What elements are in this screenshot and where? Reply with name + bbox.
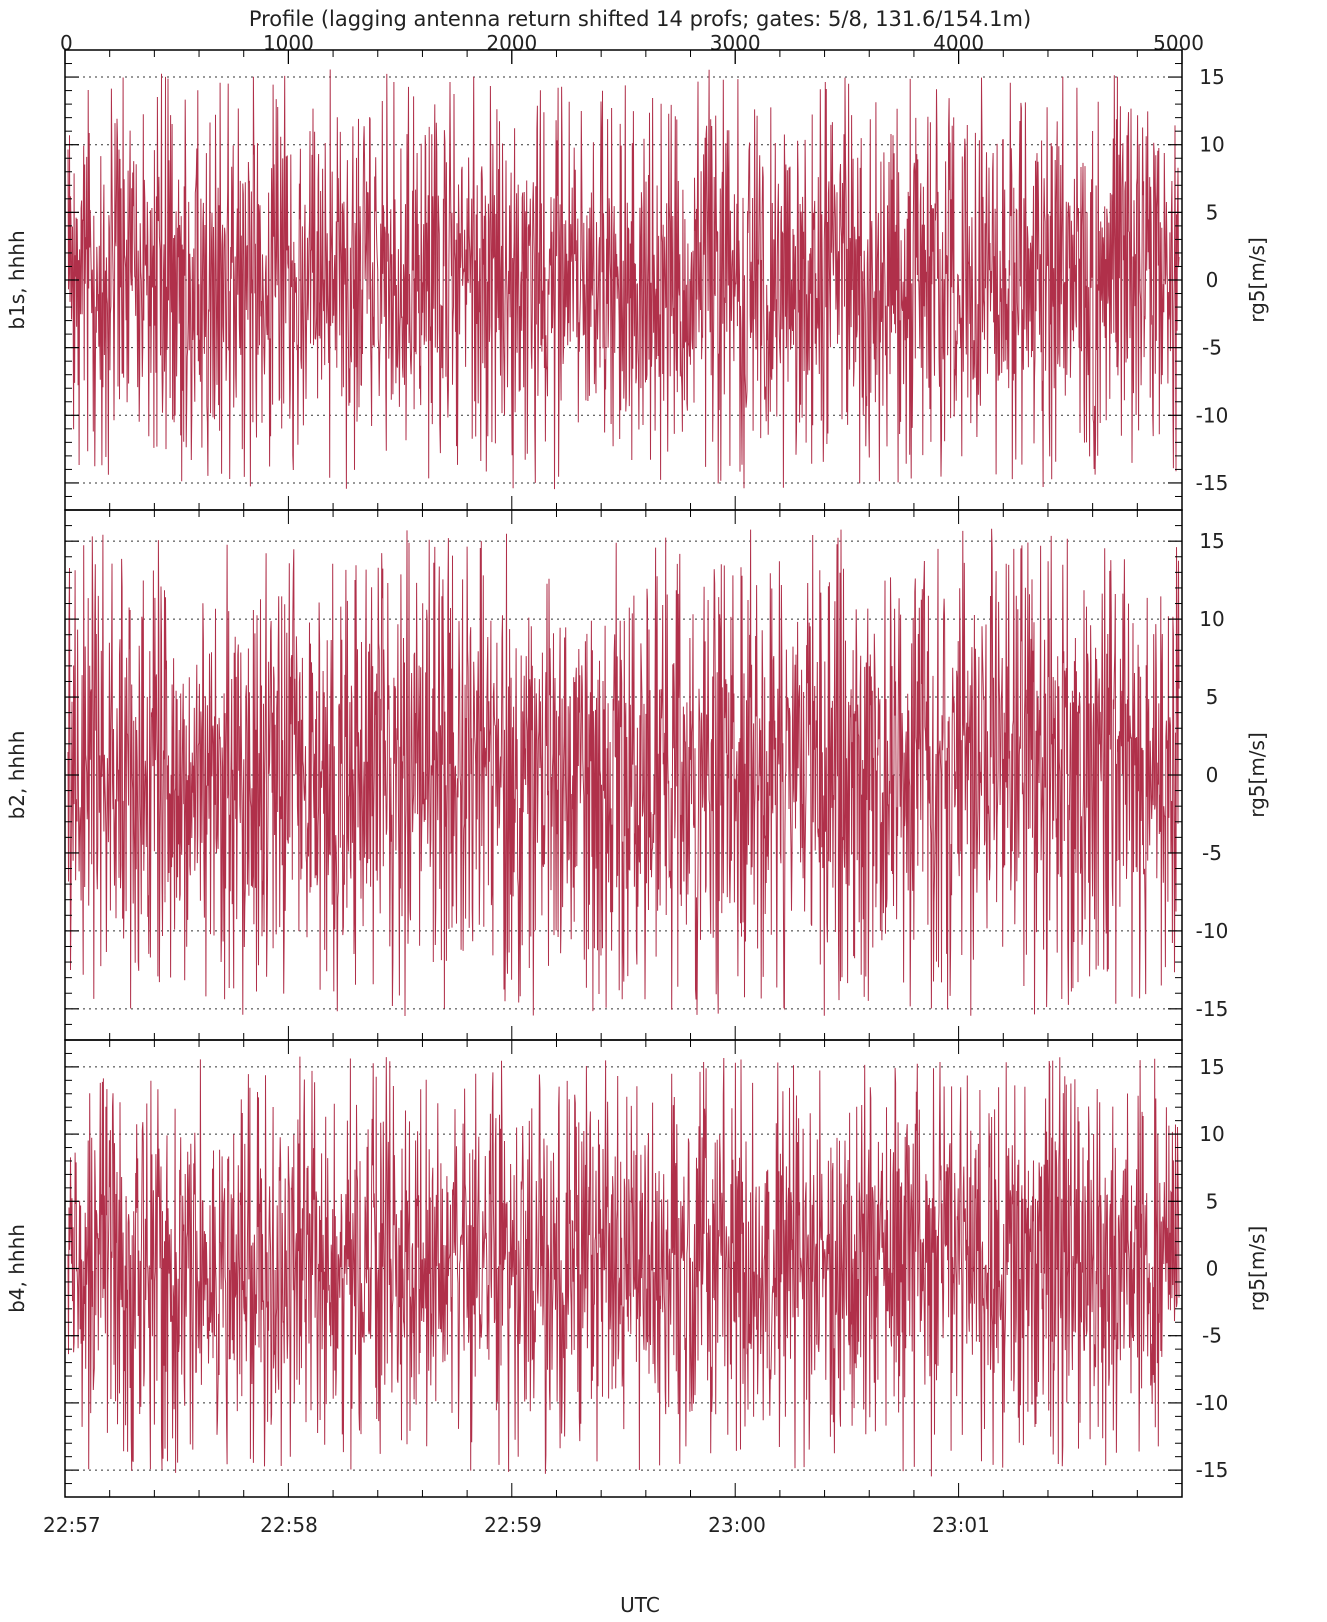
top-tick-label: 5000: [1153, 31, 1204, 55]
utc-tick-label: 22:59: [484, 1513, 542, 1537]
y-tick-label: 0: [1206, 1257, 1219, 1281]
y-tick-label: -5: [1202, 841, 1222, 865]
top-tick-label: 0: [60, 31, 73, 55]
x-axis-label: UTC: [620, 1593, 660, 1617]
y-label-left: b4, hhhh: [5, 1224, 29, 1313]
utc-tick-label: 22:57: [43, 1513, 101, 1537]
y-tick-label: 10: [1199, 607, 1224, 631]
y-tick-label: -5: [1202, 1324, 1222, 1348]
series-line: [67, 528, 1180, 1017]
series-line: [67, 1056, 1180, 1477]
y-label-right: rg5[m/s]: [1245, 237, 1269, 323]
series-line: [67, 69, 1180, 490]
y-tick-label: 10: [1199, 1122, 1224, 1146]
y-tick-label: 5: [1206, 200, 1219, 224]
y-label-right: rg5[m/s]: [1245, 1226, 1269, 1312]
utc-tick-label: 23:00: [708, 1513, 766, 1537]
y-label-left: b2, hhhh: [5, 731, 29, 820]
y-tick-label: 15: [1199, 1055, 1224, 1079]
panel-3: 15 10 5 0 -5 -10 -15 b4, hhhh rg5[m/s]: [5, 1039, 1269, 1498]
y-tick-label: -15: [1196, 1458, 1229, 1482]
y-tick-label: 5: [1206, 1189, 1219, 1213]
y-tick-label: -10: [1196, 403, 1229, 427]
y-tick-label: -15: [1196, 471, 1229, 495]
y-tick-label: -10: [1196, 919, 1229, 943]
y-tick-label: 10: [1199, 133, 1224, 157]
panel-1: 15 10 5 0 -5 -10 -15 b1s, hhhh rg5[m/s]: [5, 49, 1269, 511]
utc-tick-label: 23:01: [932, 1513, 990, 1537]
y-tick-label: 15: [1199, 529, 1224, 553]
y-tick-label: -5: [1202, 336, 1222, 360]
panel-2: 15 10 5 0 -5 -10 -15 b2, hhhh rg5[m/s]: [5, 509, 1269, 1041]
y-tick-label: 0: [1206, 268, 1219, 292]
y-tick-label: -10: [1196, 1391, 1229, 1415]
y-tick-label: 0: [1206, 763, 1219, 787]
y-tick-label: 5: [1206, 685, 1219, 709]
y-label-left: b1s, hhhh: [5, 230, 29, 329]
chart-title: Profile (lagging antenna return shifted …: [249, 7, 1031, 31]
utc-tick-label: 22:58: [260, 1513, 318, 1537]
y-tick-label: 15: [1199, 65, 1224, 89]
y-label-right: rg5[m/s]: [1245, 732, 1269, 818]
y-tick-label: -15: [1196, 997, 1229, 1021]
